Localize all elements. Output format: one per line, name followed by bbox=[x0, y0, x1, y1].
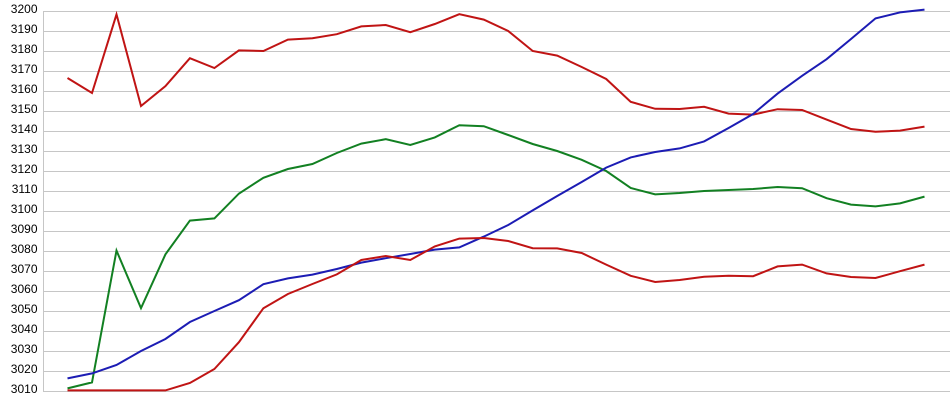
svg-text:3080: 3080 bbox=[11, 242, 38, 256]
svg-text:3190: 3190 bbox=[11, 22, 38, 36]
svg-text:3020: 3020 bbox=[11, 362, 38, 376]
svg-text:3040: 3040 bbox=[11, 322, 38, 336]
svg-text:3090: 3090 bbox=[11, 222, 38, 236]
svg-text:3010: 3010 bbox=[11, 382, 38, 396]
svg-text:3100: 3100 bbox=[11, 202, 38, 216]
svg-text:3120: 3120 bbox=[11, 162, 38, 176]
svg-text:3140: 3140 bbox=[11, 122, 38, 136]
svg-text:3200: 3200 bbox=[11, 2, 38, 16]
svg-text:3130: 3130 bbox=[11, 142, 38, 156]
svg-text:3030: 3030 bbox=[11, 342, 38, 356]
svg-text:3050: 3050 bbox=[11, 302, 38, 316]
svg-text:3150: 3150 bbox=[11, 102, 38, 116]
svg-text:3070: 3070 bbox=[11, 262, 38, 276]
svg-text:3160: 3160 bbox=[11, 82, 38, 96]
svg-text:3180: 3180 bbox=[11, 42, 38, 56]
svg-text:3110: 3110 bbox=[12, 182, 38, 196]
svg-text:3060: 3060 bbox=[11, 282, 38, 296]
svg-text:3170: 3170 bbox=[11, 62, 38, 76]
